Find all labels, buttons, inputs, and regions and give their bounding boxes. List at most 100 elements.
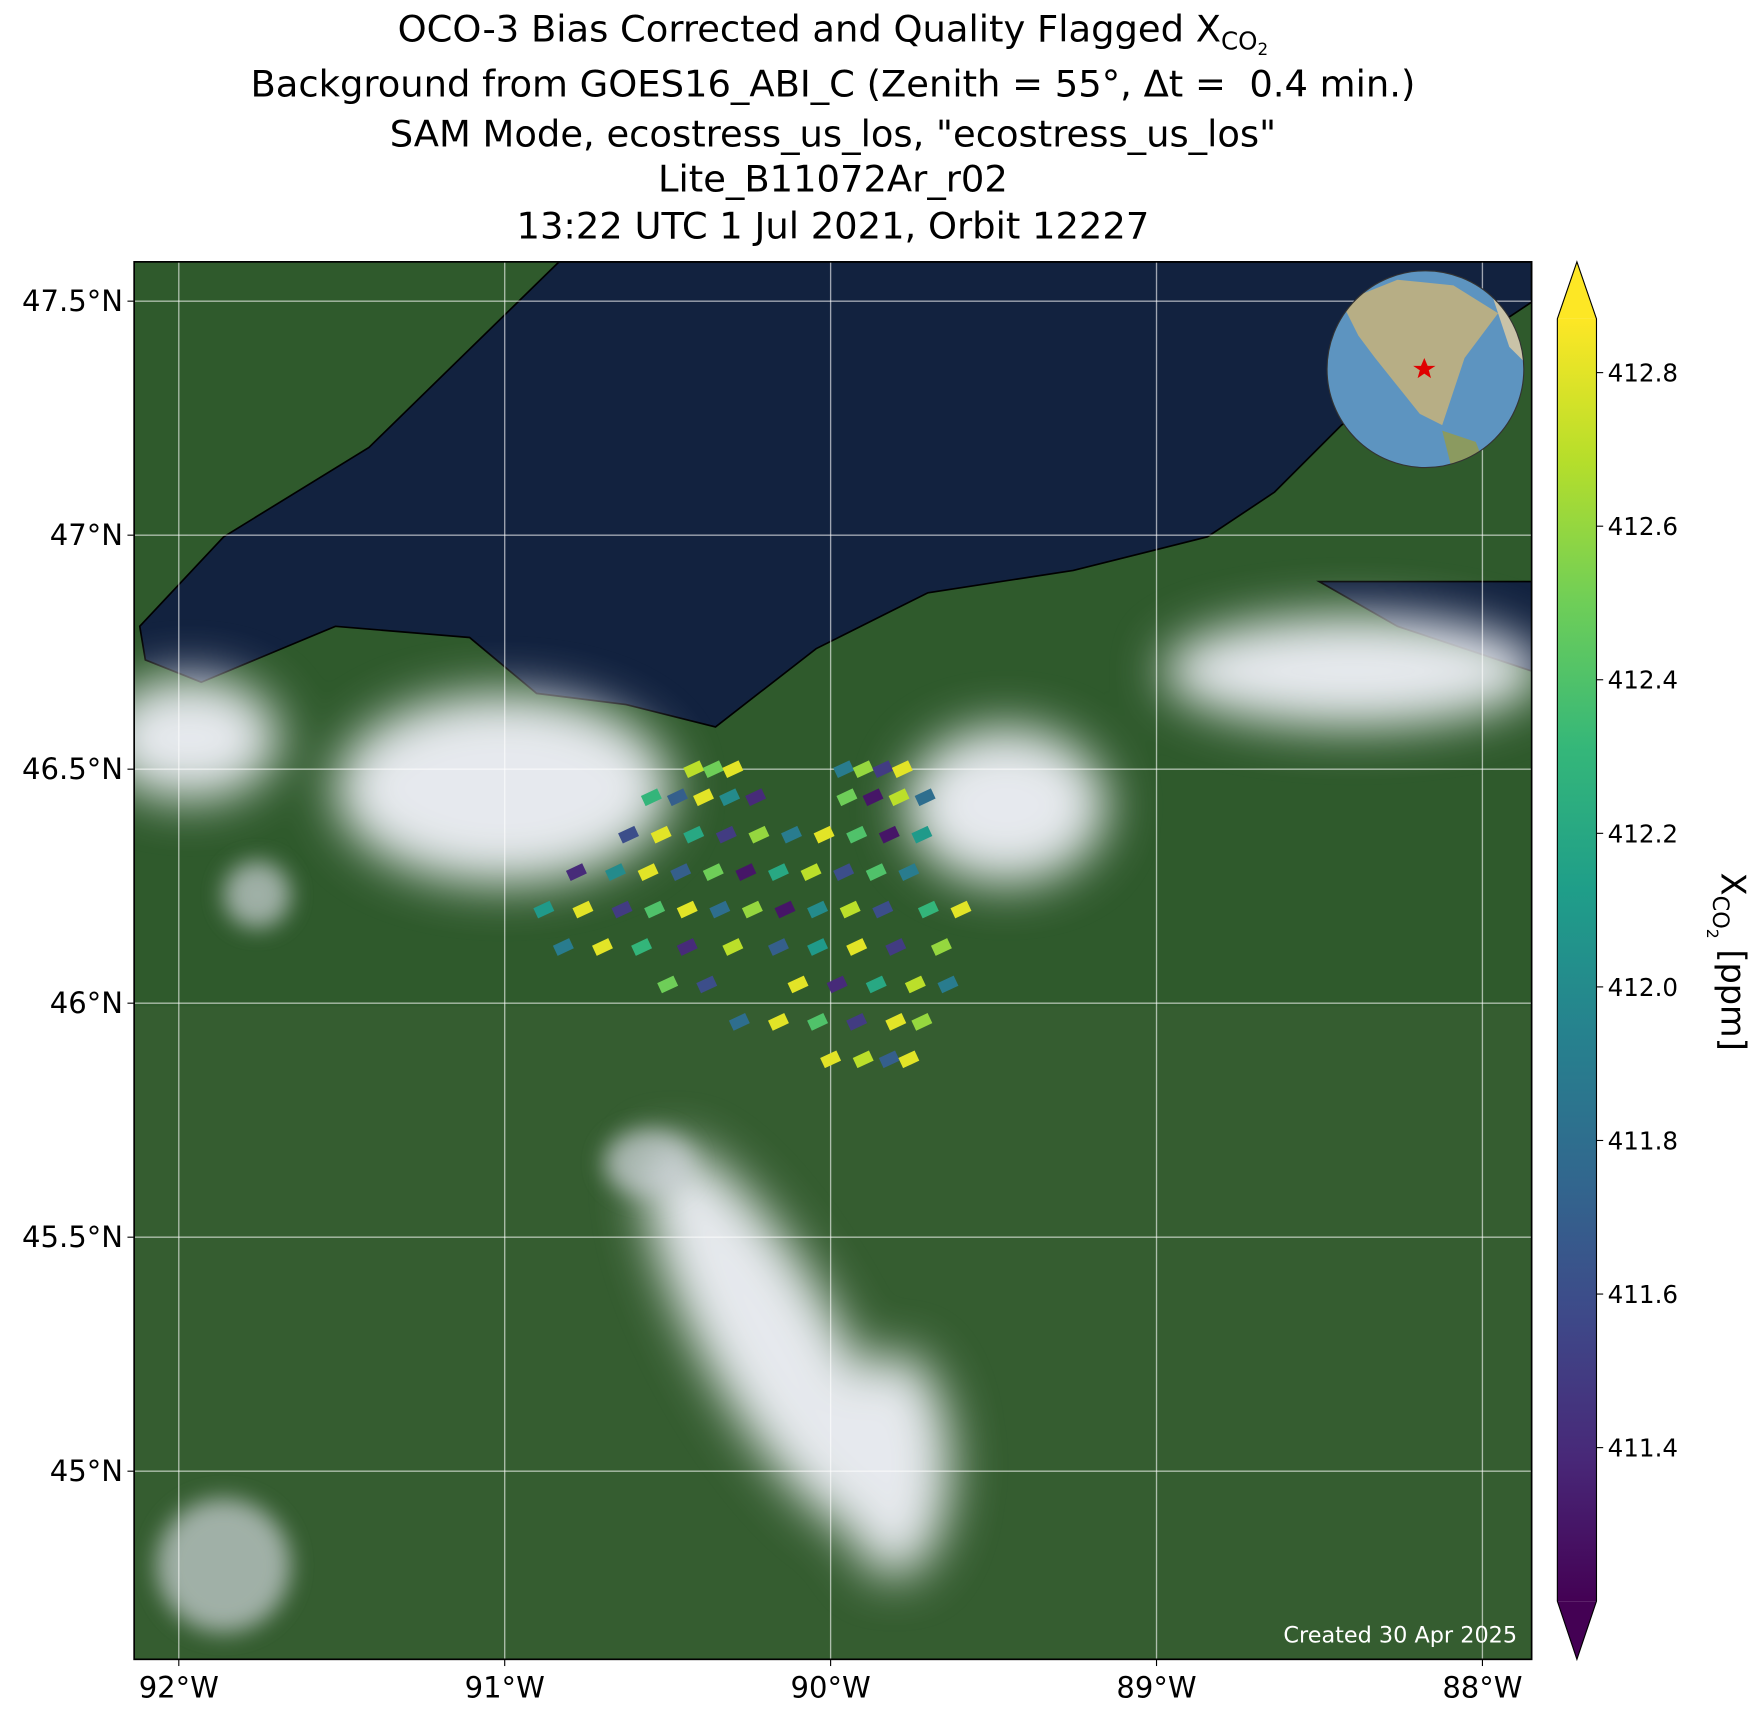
- sounding: [820, 1050, 842, 1069]
- y-tick-label: 46°N: [50, 986, 123, 1020]
- sounding: [666, 788, 688, 807]
- sounding: [898, 863, 920, 881]
- subtitle: 13:22 UTC 1 Jul 2021, Orbit 12227: [516, 204, 1149, 247]
- sounding: [800, 863, 822, 881]
- sounding: [670, 863, 692, 881]
- sounding: [878, 825, 900, 844]
- sounding: [715, 825, 737, 844]
- y-tick-label: 45.5°N: [22, 1220, 123, 1254]
- sounding: [852, 1050, 874, 1069]
- sounding: [839, 900, 861, 919]
- sounding: [917, 900, 939, 919]
- x-tick-label: 89°W: [1116, 1670, 1196, 1704]
- inset-globe: [1326, 270, 1525, 469]
- sounding: [722, 760, 744, 779]
- sounding: [592, 938, 613, 956]
- colorbar-tick-label: 412.6: [1608, 512, 1678, 541]
- sounding: [572, 900, 594, 919]
- sounding: [719, 788, 741, 807]
- title-subsub: 2: [1257, 39, 1268, 59]
- sounding: [807, 900, 829, 919]
- sounding: [852, 760, 874, 779]
- sounding: [826, 975, 848, 994]
- sounding: [774, 900, 796, 919]
- chart-title: OCO-3 Bias Corrected and Quality Flagged…: [398, 8, 1269, 59]
- label-part: X: [1714, 873, 1753, 896]
- sounding: [865, 863, 887, 881]
- sounding: [807, 938, 829, 956]
- colorbar-tick-label: 412.2: [1608, 819, 1678, 848]
- sounding: [781, 825, 802, 844]
- sounding: [833, 760, 855, 779]
- x-tick-label: 92°W: [139, 1670, 219, 1704]
- sounding: [865, 975, 887, 994]
- sounding: [552, 938, 574, 956]
- x-tick-label: 88°W: [1442, 1670, 1522, 1704]
- sounding: [914, 788, 936, 807]
- title-main: OCO-3 Bias Corrected and Quality Flagged…: [398, 8, 1221, 51]
- sounding: [872, 900, 894, 919]
- x-tick-label: 90°W: [791, 1670, 871, 1704]
- sounding: [735, 863, 757, 881]
- annotation: Created 30 Apr 2025: [1283, 1623, 1517, 1649]
- sounding: [657, 975, 679, 994]
- colorbar-label: XCO2 [ppm]: [1703, 873, 1753, 1051]
- sounding: [644, 900, 666, 919]
- sounding: [846, 825, 868, 844]
- sounding: [683, 825, 705, 844]
- sounding: [833, 863, 855, 881]
- sounding: [745, 788, 767, 807]
- x-tick-label: 91°W: [465, 1670, 545, 1704]
- sounding: [741, 900, 763, 919]
- sounding: [872, 760, 894, 779]
- sounding: [787, 975, 809, 994]
- sounding: [888, 788, 910, 807]
- sounding: [846, 938, 868, 956]
- sounding: [618, 825, 640, 844]
- map-frame: [133, 261, 1533, 1661]
- sounding: [836, 788, 858, 807]
- y-tick-label: 46.5°N: [22, 752, 123, 786]
- sounding: [885, 1013, 907, 1031]
- sounding: [904, 975, 926, 994]
- sounding: [565, 863, 587, 881]
- sounding: [637, 863, 659, 881]
- sounding: [813, 825, 835, 844]
- colorbar-tick-label: 411.4: [1608, 1434, 1678, 1463]
- sounding: [891, 760, 913, 779]
- sounding: [846, 1013, 868, 1031]
- map-background: [134, 261, 1532, 1660]
- soundings: [533, 760, 972, 1069]
- sounding: [862, 788, 884, 807]
- sounding: [898, 1050, 920, 1069]
- sounding: [611, 900, 633, 919]
- gridlines: [134, 261, 1532, 1660]
- sounding: [937, 975, 959, 994]
- sounding: [807, 1013, 829, 1031]
- label-subsub: 2: [1703, 929, 1722, 939]
- sounding: [878, 1050, 900, 1069]
- sounding: [631, 938, 653, 956]
- sounding: [683, 760, 705, 779]
- sounding: [728, 1013, 750, 1031]
- subtitle: Lite_B11072Ar_r02: [658, 157, 1008, 200]
- sounding: [768, 1013, 789, 1031]
- sounding: [702, 863, 724, 881]
- sounding: [696, 975, 718, 994]
- sounding: [911, 825, 933, 844]
- sounding: [605, 863, 626, 881]
- colorbar-tick-label: 412.0: [1608, 973, 1678, 1002]
- subtitle: Background from GOES16_ABI_C (Zenith = 5…: [250, 62, 1415, 105]
- sounding: [768, 938, 789, 956]
- sounding: [930, 938, 952, 956]
- sounding: [950, 900, 972, 919]
- sounding: [748, 825, 770, 844]
- y-tick-label: 47°N: [50, 518, 123, 552]
- sounding: [722, 938, 744, 956]
- colorbar-tick-label: 411.6: [1608, 1280, 1678, 1309]
- colorbar: [1556, 260, 1598, 1662]
- y-tick-label: 45°N: [50, 1454, 123, 1488]
- colorbar-tick-label: 411.8: [1608, 1126, 1678, 1155]
